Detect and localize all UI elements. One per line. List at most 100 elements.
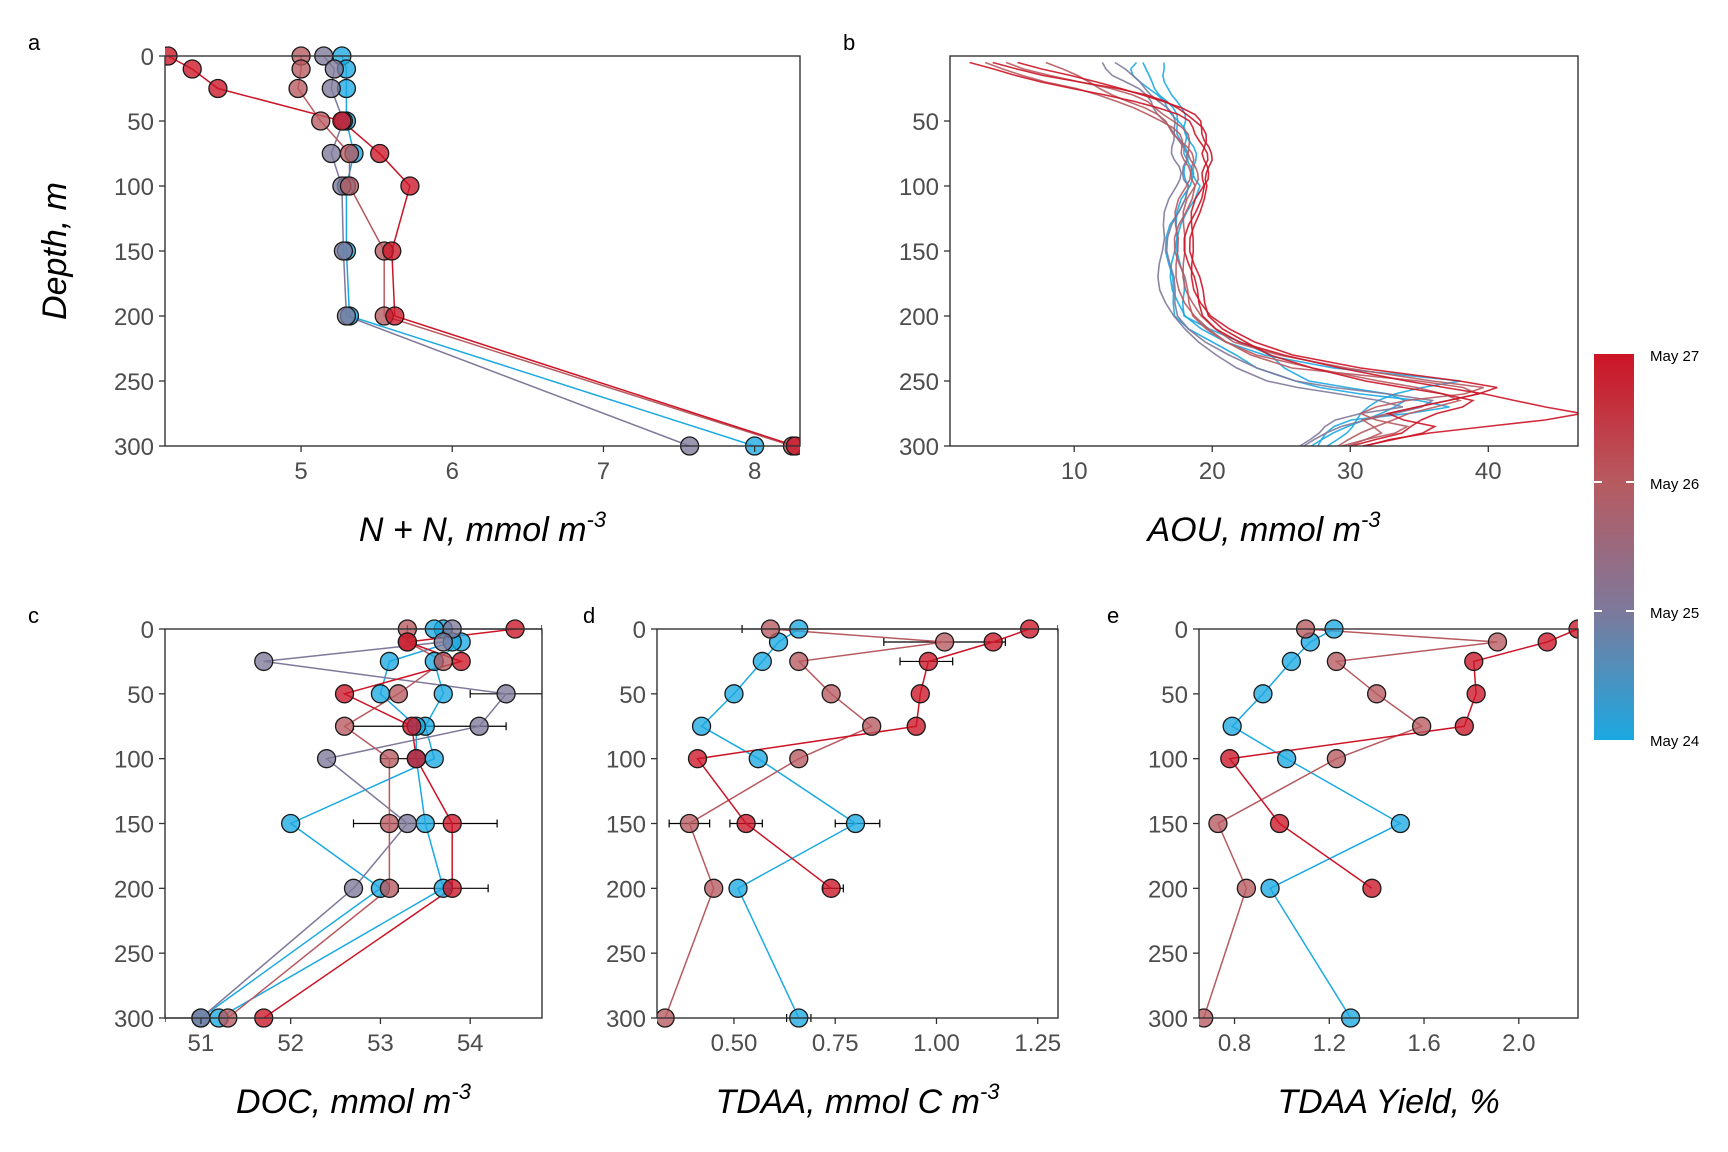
data-point (433, 684, 453, 704)
data-point (1454, 716, 1474, 736)
x-tick-label: 40 (1475, 458, 1502, 485)
y-tick-label: 50 (127, 682, 154, 709)
legend-label-may24: May 24 (1650, 733, 1699, 750)
data-point (281, 813, 301, 834)
data-point (324, 59, 344, 79)
data-point (1412, 716, 1432, 736)
x-tick-label: 20 (1199, 458, 1226, 485)
y-tick-label: 100 (899, 174, 939, 201)
y-tick-label: 0 (141, 617, 154, 644)
data-point (382, 241, 402, 261)
data-point (311, 111, 331, 131)
panel-letter: b (843, 30, 855, 55)
legend-label-may27: May 27 (1650, 348, 1699, 365)
data-point (1222, 716, 1242, 736)
aou-profile-line (992, 61, 1498, 447)
y-tick-label: 150 (606, 812, 646, 839)
y-tick-label: 50 (912, 109, 939, 136)
aou-profile-line (1017, 61, 1475, 447)
x-tick-label: 2.0 (1502, 1030, 1535, 1057)
y-tick-label: 300 (899, 434, 939, 461)
data-point (397, 632, 418, 652)
data-point (400, 176, 420, 196)
data-point (1253, 684, 1273, 704)
data-point (291, 59, 311, 79)
y-tick-label: 250 (114, 369, 154, 396)
legend-label-may25: May 25 (1650, 605, 1699, 622)
data-point (442, 878, 462, 898)
data-point (379, 651, 400, 672)
x-tick-label: 5 (294, 458, 307, 485)
x-tick-label: 30 (1337, 458, 1364, 485)
y-tick-label: 0 (141, 44, 154, 71)
data-point (451, 651, 471, 672)
data-point (334, 716, 355, 736)
y-tick-label: 100 (606, 747, 646, 774)
y-tick-label: 300 (606, 1006, 646, 1033)
x-tick-label: 0.8 (1218, 1030, 1251, 1057)
x-tick-label: 6 (446, 458, 459, 485)
plot-area-a (165, 46, 800, 456)
data-point (321, 143, 341, 164)
y-tick-label: 150 (1148, 812, 1188, 839)
x-tick-label: 1.6 (1407, 1030, 1440, 1057)
data-point (415, 813, 435, 834)
aou-profile-line (1114, 61, 1435, 447)
y-tick-label: 0 (633, 617, 646, 644)
data-point (728, 878, 748, 898)
data-point (339, 143, 360, 164)
data-point (321, 78, 341, 99)
y-tick-label: 250 (606, 941, 646, 968)
data-point (288, 78, 308, 99)
x-tick-label: 8 (748, 458, 761, 485)
x-tick-label: 0.75 (812, 1030, 859, 1057)
y-tick-label: 0 (1175, 617, 1188, 644)
data-point (704, 878, 724, 898)
data-point (1537, 632, 1557, 652)
y-tick-label: 300 (1148, 1006, 1188, 1033)
x-tick-label: 53 (367, 1030, 394, 1057)
y-tick-label: 150 (114, 239, 154, 266)
x-tick-label: 10 (1061, 458, 1088, 485)
y-tick-label: 200 (114, 876, 154, 903)
series-line (1228, 628, 1578, 889)
x-tick-label: 54 (457, 1030, 484, 1057)
aou-profile-line (1045, 61, 1463, 447)
x-tick-label: 1.25 (1014, 1030, 1061, 1057)
y-tick-label: 50 (127, 109, 154, 136)
data-point (821, 878, 841, 898)
data-point (182, 59, 202, 79)
x-tick-label: 1.00 (913, 1030, 960, 1057)
y-tick-label: 200 (1148, 876, 1188, 903)
x-tick-label: 1.2 (1313, 1030, 1346, 1057)
data-point (496, 684, 516, 704)
data-point (687, 749, 708, 769)
x-axis-title: TDAA Yield, % (1277, 1083, 1499, 1121)
data-point (208, 78, 228, 99)
y-tick-label: 150 (899, 239, 939, 266)
data-point (748, 749, 768, 769)
data-point (1236, 878, 1257, 898)
data-point (1466, 684, 1486, 704)
colorbar (1594, 354, 1634, 740)
data-point (1362, 878, 1382, 898)
data-point (370, 143, 390, 164)
data-point (789, 749, 809, 769)
data-point (1260, 878, 1280, 898)
plot-area-c (165, 619, 542, 1028)
panel-b: 50 100 150 200 250 300 10 20 30 40 AOU, mmol m-3 b (843, 30, 1579, 549)
aou-profile-line (1005, 61, 1484, 447)
x-tick-label: 0.50 (711, 1030, 758, 1057)
data-point (334, 684, 355, 704)
data-point (433, 651, 453, 672)
data-point (906, 716, 926, 736)
aou-profile-line (969, 61, 1578, 447)
data-point (385, 306, 405, 326)
data-point (845, 813, 866, 834)
data-point (388, 684, 409, 704)
data-point (910, 684, 930, 704)
data-point (339, 176, 360, 196)
data-point (442, 813, 462, 834)
